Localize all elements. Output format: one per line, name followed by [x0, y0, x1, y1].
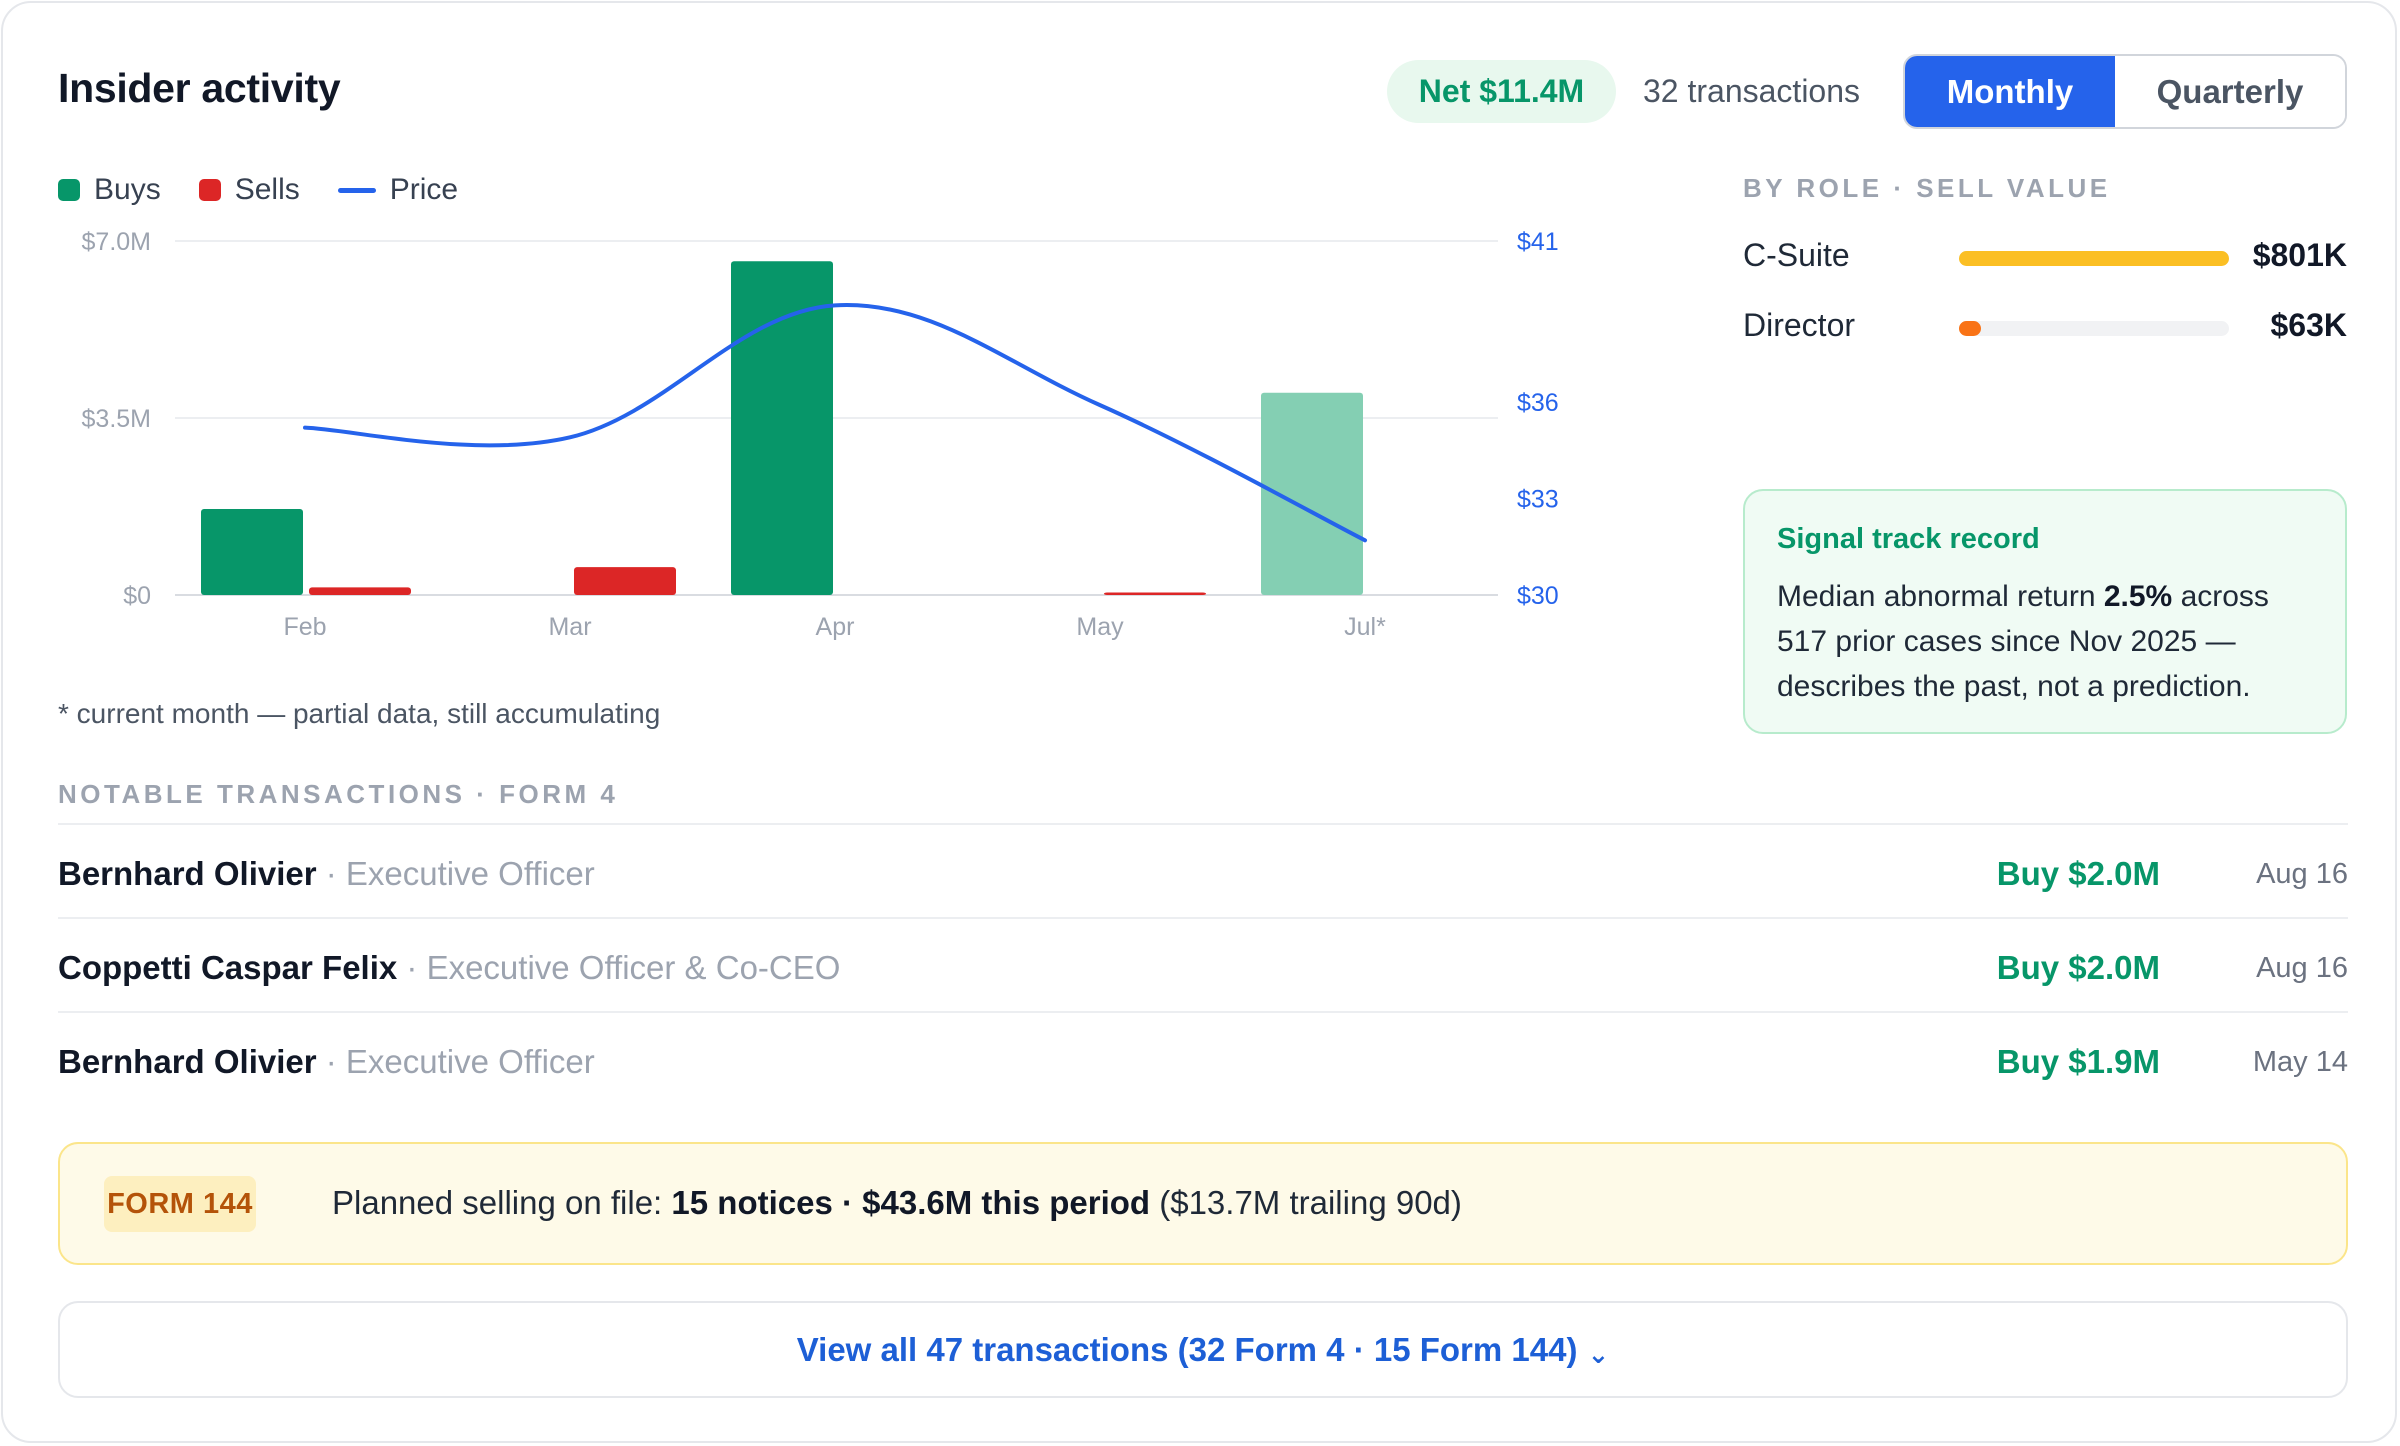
buys-swatch — [58, 179, 80, 201]
signal-body: Median abnormal return 2.5% across 517 p… — [1777, 574, 2313, 709]
sell-bar — [574, 567, 676, 595]
insider-name: Bernhard Olivier — [58, 855, 317, 892]
signal-track-record-panel: Signal track record Median abnormal retu… — [1743, 489, 2347, 734]
by-role-header: BY ROLE · SELL VALUE — [1743, 173, 2111, 203]
form144-message: Planned selling on file: 15 notices · $4… — [332, 1184, 1462, 1222]
transaction-row[interactable]: Coppetti Caspar Felix · Executive Office… — [58, 917, 2348, 1011]
legend-price-label: Price — [389, 173, 459, 206]
insider-role: Executive Officer & Co-CEO — [426, 949, 841, 986]
transaction-date: May 14 — [2252, 1046, 2348, 1078]
signal-body-text: across 517 prior cases since Nov 2025 — … — [1777, 580, 2269, 703]
legend-item-sells[interactable]: Sells — [198, 173, 300, 207]
role-bar-track — [1959, 251, 2229, 266]
form144-banner: FORM 144 Planned selling on file: 15 not… — [58, 1142, 2348, 1265]
insider-name: Bernhard Olivier — [58, 1043, 317, 1080]
role-value: $63K — [2270, 307, 2348, 343]
legend-buys-label: Buys — [94, 173, 161, 206]
y-right-tick-label: $41 — [1517, 228, 1559, 256]
form144-notices: 15 notices · $43.6M this period — [671, 1184, 1151, 1221]
chart-legend: Buys Sells Price — [58, 173, 496, 207]
net-badge: Net $11.4M — [1387, 60, 1616, 123]
insider-role: Executive Officer — [345, 1043, 595, 1080]
form144-trailing: ($13.7M trailing 90d) — [1150, 1184, 1462, 1221]
x-tick-label: May — [1076, 613, 1124, 641]
transaction-amount: Buy $2.0M — [1996, 949, 2160, 986]
legend-sells-label: Sells — [234, 173, 300, 206]
x-tick-label: Feb — [283, 613, 326, 641]
y-left-tick-label: $0 — [123, 582, 151, 610]
page-title: Insider activity — [58, 65, 341, 111]
role-label: C-Suite — [1743, 237, 1850, 273]
transaction-amount: Buy $1.9M — [1996, 1043, 2160, 1080]
chevron-down-icon: ⌄ — [1587, 1339, 1610, 1369]
notable-transactions-list: Bernhard Olivier · Executive Officer Buy… — [58, 823, 2348, 1105]
sell-bar — [309, 587, 411, 595]
insider-activity-chart: $7.0M $3.5M $0 $41 $36 $33 $30 Feb Mar Apr May Jul* — [82, 228, 1559, 641]
notable-transactions-header: NOTABLE TRANSACTIONS · FORM 4 — [58, 779, 619, 809]
y-right-tick-label: $30 — [1517, 582, 1559, 610]
role-row-director: Director $63K — [1743, 307, 2347, 347]
form144-text: Planned selling on file: — [332, 1184, 672, 1221]
transaction-date: Aug 16 — [2256, 858, 2348, 890]
separator: · — [316, 1043, 346, 1080]
signal-body-text: Median abnormal return — [1777, 580, 2104, 613]
period-toggle: Monthly Quarterly — [1903, 54, 2347, 129]
buy-bar — [201, 509, 303, 595]
view-all-label: View all 47 transactions (32 Form 4 · 15… — [796, 1330, 1578, 1368]
role-bar-fill — [1959, 251, 2229, 266]
role-value: $801K — [2252, 237, 2347, 273]
transaction-row[interactable]: Bernhard Olivier · Executive Officer Buy… — [58, 1011, 2348, 1105]
transactions-count: 32 transactions — [1643, 73, 1861, 109]
y-left-tick-label: $7.0M — [82, 228, 151, 256]
separator: · — [397, 949, 427, 986]
insider-role: Executive Officer — [345, 855, 595, 892]
y-right-tick-label: $33 — [1517, 485, 1559, 513]
form144-tag: FORM 144 — [104, 1176, 256, 1232]
toggle-quarterly[interactable]: Quarterly — [2115, 56, 2345, 127]
role-row-c-suite: C-Suite $801K — [1743, 237, 2347, 277]
view-all-transactions-button[interactable]: View all 47 transactions (32 Form 4 · 15… — [58, 1301, 2348, 1398]
transaction-amount: Buy $2.0M — [1996, 855, 2160, 892]
price-line-swatch — [337, 187, 376, 193]
insider-name: Coppetti Caspar Felix — [58, 949, 398, 986]
role-label: Director — [1743, 307, 1856, 343]
buy-bar — [1261, 392, 1363, 595]
legend-item-price[interactable]: Price — [337, 173, 459, 207]
x-tick-label: Jul* — [1344, 613, 1386, 641]
role-bar-track — [1959, 321, 2229, 336]
toggle-monthly[interactable]: Monthly — [1905, 56, 2115, 127]
transaction-row[interactable]: Bernhard Olivier · Executive Officer Buy… — [58, 823, 2348, 917]
role-bar-fill — [1959, 321, 1981, 336]
sells-swatch — [198, 179, 221, 201]
x-tick-label: Mar — [548, 613, 591, 641]
y-left-tick-label: $3.5M — [82, 405, 151, 433]
signal-median-value: 2.5% — [2103, 580, 2173, 613]
separator: · — [316, 855, 346, 892]
legend-item-buys[interactable]: Buys — [58, 173, 161, 207]
sell-bar — [1104, 592, 1206, 595]
signal-title: Signal track record — [1777, 523, 2040, 555]
chart-footnote: * current month — partial data, still ac… — [58, 698, 661, 729]
x-tick-label: Apr — [816, 613, 855, 641]
y-right-tick-label: $36 — [1517, 389, 1559, 417]
transaction-date: Aug 16 — [2256, 952, 2348, 984]
price-line — [303, 303, 1367, 543]
buy-bar — [731, 261, 833, 595]
